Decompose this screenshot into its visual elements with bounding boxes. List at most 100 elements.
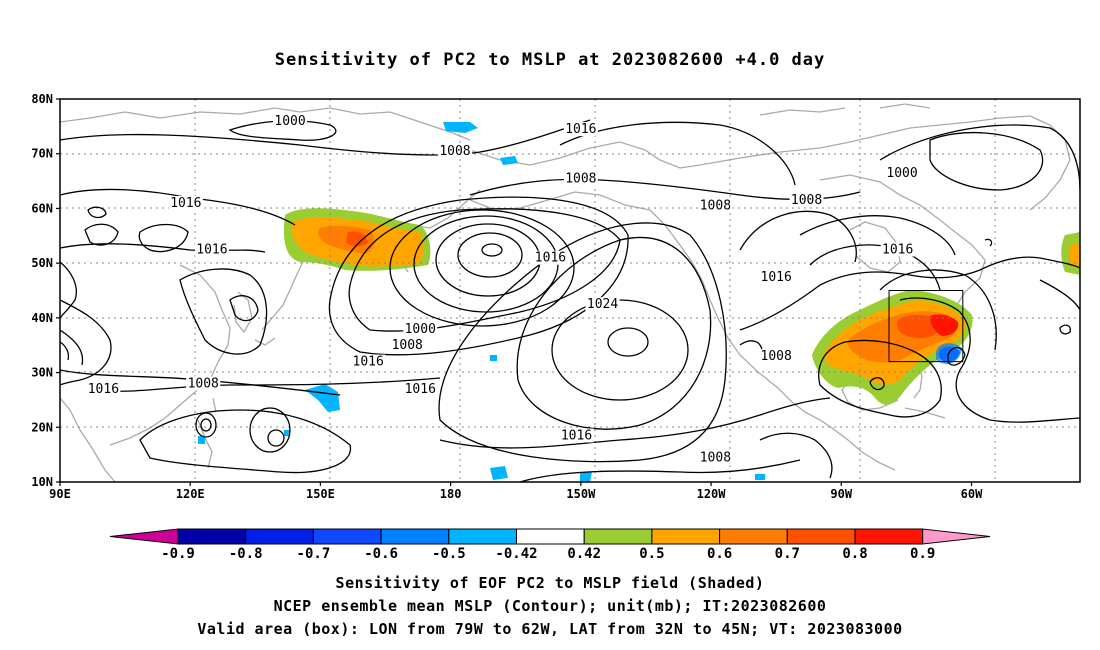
colorbar-segment xyxy=(448,528,517,545)
shade-positive-europe-orange xyxy=(1070,243,1080,268)
shade-negative-7 xyxy=(284,430,290,436)
contour-typhoon-4 xyxy=(267,429,285,447)
contour-label: 1000 xyxy=(274,114,305,129)
contour-label-bg xyxy=(437,143,472,158)
contour-arctic-atl-2 xyxy=(879,124,1080,191)
lon-tick-label: 150E xyxy=(306,487,335,501)
contour-gom-small xyxy=(869,377,885,391)
contour-label: 1008 xyxy=(188,377,219,392)
contour-arctic-low-atl xyxy=(929,132,1044,191)
contour-label: 1016 xyxy=(196,242,227,257)
colorbar-segment xyxy=(177,528,247,545)
contour-atl-small xyxy=(1059,324,1071,335)
shade-negative-8 xyxy=(490,355,497,361)
lon-tick-label: 150W xyxy=(566,487,596,501)
lon-tick-label: 90E xyxy=(49,487,71,501)
colorbar-label: -0.5 xyxy=(432,546,466,562)
contour-asia-west-2 xyxy=(60,329,84,366)
contour-label: 1000 xyxy=(886,166,917,181)
contour-label: 1008 xyxy=(791,193,822,208)
contour-label: 1016 xyxy=(761,270,792,285)
lon-tick-label: 120W xyxy=(697,487,727,501)
latitude-axis: 80N 70N 60N 50N 40N 30N 20N 10N xyxy=(31,92,60,489)
contour-label-bg xyxy=(698,450,733,465)
colorbar-label: -0.7 xyxy=(297,546,331,562)
shade-negative-1 xyxy=(443,122,478,133)
longitude-axis: 90E 120E 150E 180 150W 120W 90W 60W xyxy=(49,482,983,501)
colorbar-segment xyxy=(854,528,924,545)
contour-label: 1000 xyxy=(405,322,436,337)
valid-area-box xyxy=(888,290,964,363)
colorbar-segment xyxy=(312,528,382,545)
contour-label: 1008 xyxy=(700,450,731,465)
colorbar-label: -0.42 xyxy=(495,546,537,562)
colorbar-segment xyxy=(245,528,314,545)
contour-low-pacific-1 xyxy=(481,243,503,257)
shade-positive-us-red xyxy=(897,315,940,339)
contour-asia-1 xyxy=(179,268,268,355)
lat-tick-label: 30N xyxy=(31,366,53,380)
contour-high-4 xyxy=(438,222,727,463)
contour-asia-4 xyxy=(87,206,107,219)
contour-label-bg xyxy=(585,297,620,312)
contour-arctic-1016 xyxy=(559,121,796,186)
contour-label: 1008 xyxy=(700,199,731,214)
colorbar-segment xyxy=(380,528,450,545)
colorbar-segment xyxy=(583,528,653,545)
contour-asia-west-3 xyxy=(60,341,70,361)
contour-asia-1016d xyxy=(89,377,441,393)
contour-typhoon-2 xyxy=(200,418,212,432)
shade-negative-6 xyxy=(198,436,205,444)
contour-label: 1016 xyxy=(882,242,913,257)
map-title: Sensitivity of PC2 to MSLP at 2023082600… xyxy=(274,50,826,70)
shade-negative-4 xyxy=(490,466,508,480)
colorbar-segment xyxy=(651,528,721,545)
colorbar-label: 0.6 xyxy=(707,546,732,562)
contour-label-bg xyxy=(563,171,598,186)
lon-tick-label: 90W xyxy=(830,487,852,501)
contour-label-bg xyxy=(403,321,438,336)
contour-high-3 xyxy=(516,236,712,430)
footer-line-1: Sensitivity of EOF PC2 to MSLP field (Sh… xyxy=(335,574,765,592)
contour-subtrop-1008 xyxy=(519,459,801,482)
footer-line-3: Valid area (box): LON from 79W to 62W, L… xyxy=(197,620,903,638)
contour-low-pacific-6 xyxy=(348,208,621,332)
contour-label-bg xyxy=(533,250,568,265)
map-frame xyxy=(59,98,1081,483)
contour-high-2 xyxy=(551,299,689,401)
colorbar-segment xyxy=(719,528,788,545)
contour-label-bg xyxy=(390,338,425,353)
contour-label: 1008 xyxy=(439,144,470,159)
contour-label: 1016 xyxy=(170,196,201,211)
colorbar-label: 0.42 xyxy=(567,546,601,562)
contour-asia-3 xyxy=(84,223,119,246)
contour-low-pacific-2 xyxy=(457,232,523,278)
colorbar-label: -0.6 xyxy=(364,546,398,562)
colorbar-high-triangle xyxy=(922,528,991,545)
contour-us-1016 xyxy=(739,256,1080,331)
contour-label-bg xyxy=(194,242,229,257)
contour-label: 1008 xyxy=(392,338,423,353)
footer-line-2: NCEP ensemble mean MSLP (Contour); unit(… xyxy=(273,597,827,615)
lat-tick-label: 70N xyxy=(31,147,53,161)
contour-asia-5 xyxy=(138,223,189,253)
contour-typhoon-3 xyxy=(249,407,291,453)
contour-typhoon-1 xyxy=(195,412,217,438)
contour-canada-low xyxy=(739,210,857,263)
contour-asia-1016c xyxy=(60,299,112,386)
contour-us-atl xyxy=(899,297,1080,423)
shade-negative-5 xyxy=(580,472,592,482)
colorbar-label: -0.8 xyxy=(229,546,263,562)
contour-us-atl-2 xyxy=(879,269,997,351)
mslp-contours xyxy=(60,119,1080,482)
lat-tick-label: 80N xyxy=(31,92,53,106)
lon-tick-label: 120E xyxy=(176,487,205,501)
contour-label: 1016 xyxy=(353,355,384,370)
shade-negative-9 xyxy=(755,474,765,480)
lon-tick-label: 180 xyxy=(440,487,462,501)
shade-positive-us-red2 xyxy=(930,314,959,336)
contour-canada-2 xyxy=(809,244,941,291)
contour-label-bg xyxy=(698,198,733,213)
